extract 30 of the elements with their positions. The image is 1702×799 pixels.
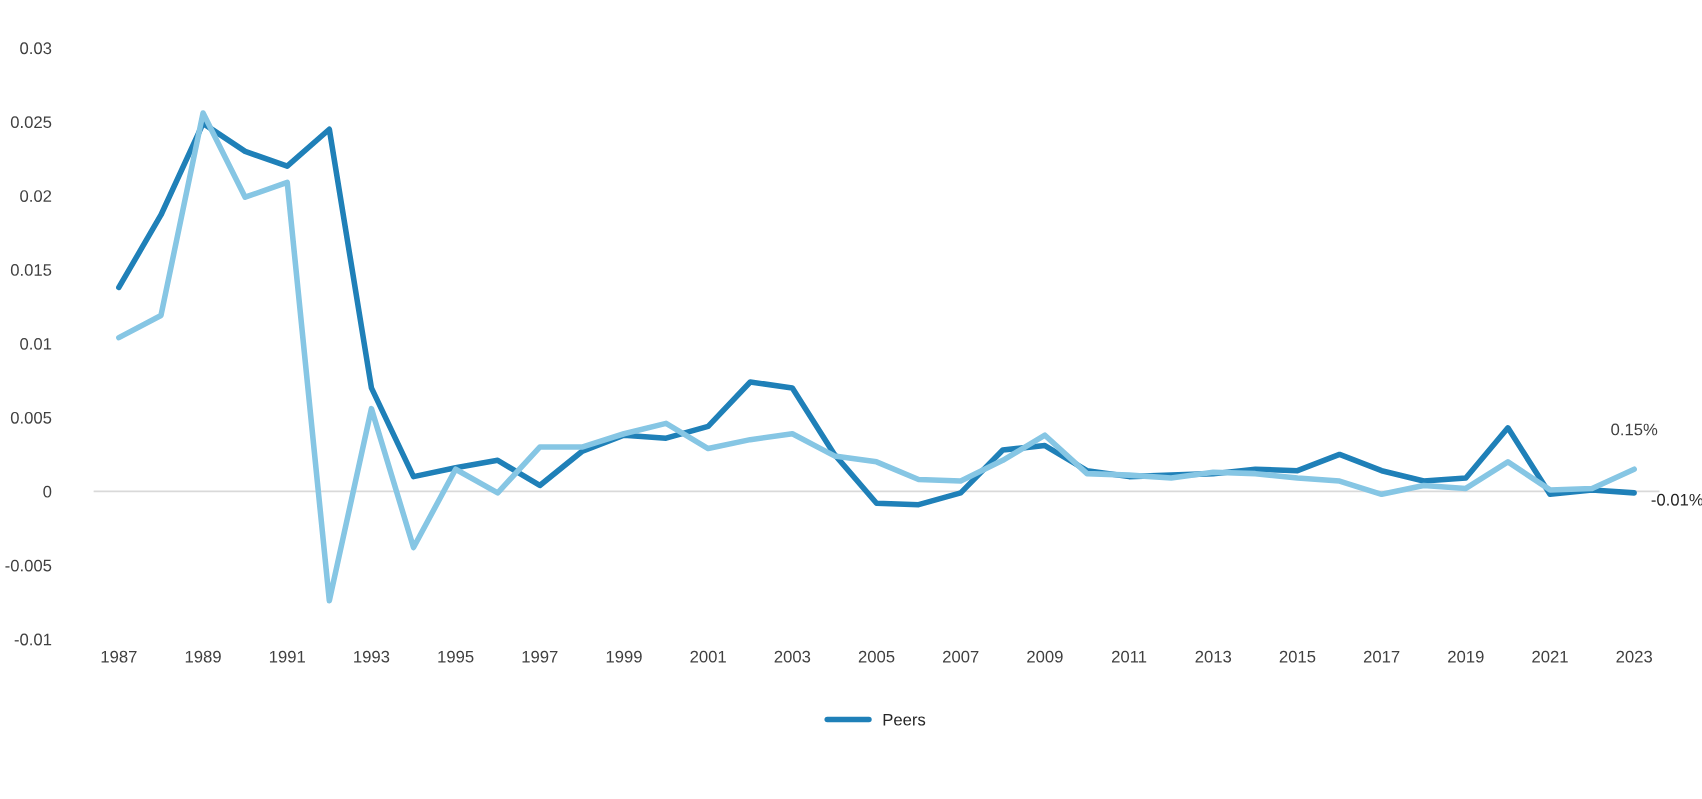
y-tick-label: 0.03	[20, 42, 52, 55]
x-tick-label: 1995	[438, 650, 474, 663]
y-tick-label: 0	[43, 485, 52, 498]
x-tick-label: 2019	[1448, 650, 1484, 663]
x-tick-label: 2017	[1363, 650, 1400, 663]
x-tick-label: 1991	[269, 650, 305, 663]
y-tick-label: 0.01	[20, 337, 52, 350]
y-tick-label: -0.005	[5, 559, 52, 572]
x-tick-label: 2011	[1112, 650, 1147, 663]
x-tick-label: 2005	[858, 650, 895, 663]
x-tick-label: 2003	[774, 650, 811, 663]
x-tick-label: 1987	[101, 650, 137, 663]
x-tick-label: 1999	[606, 650, 642, 663]
y-tick-label: -0.01	[14, 633, 52, 646]
x-tick-label: 1989	[185, 650, 221, 663]
x-tick-label: 1993	[354, 650, 390, 663]
y-tick-label: 0.015	[10, 264, 52, 276]
legend-label: Peers	[883, 713, 926, 726]
x-tick-label: 2021	[1532, 650, 1568, 663]
x-tick-label: 2013	[1195, 650, 1232, 663]
x-tick-label: 2001	[690, 650, 726, 663]
y-tick-label: 0.005	[10, 411, 52, 424]
y-tick-label: 0.02	[20, 190, 52, 202]
x-tick-label: 2007	[943, 650, 979, 663]
x-tick-label: 2015	[1279, 650, 1316, 663]
x-tick-label: 2023	[1616, 650, 1652, 663]
y-tick-label: 0.025	[10, 116, 52, 129]
x-tick-label: 2009	[1027, 650, 1063, 663]
annotation: 0.15%	[1611, 423, 1658, 436]
x-tick-label: 1997	[522, 650, 558, 663]
